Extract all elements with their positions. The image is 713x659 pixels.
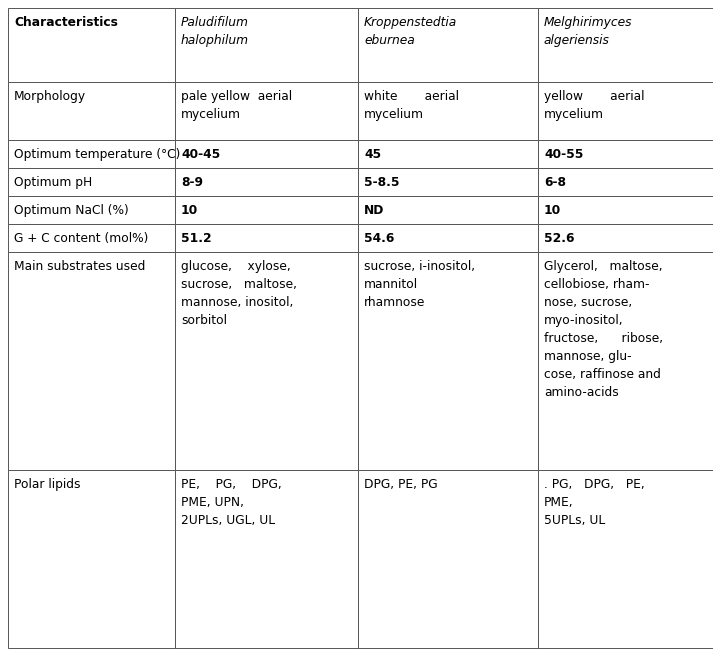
Bar: [538, 196, 713, 224]
Bar: [538, 470, 713, 648]
Text: Polar lipids: Polar lipids: [14, 478, 81, 491]
Text: pale yellow  aerial
mycelium: pale yellow aerial mycelium: [181, 90, 292, 121]
Text: 5-8.5: 5-8.5: [364, 176, 399, 189]
Bar: [175, 82, 358, 140]
Bar: [175, 470, 358, 648]
Text: Kroppenstedtia
eburnea: Kroppenstedtia eburnea: [364, 16, 457, 47]
Text: Glycerol,   maltose,
cellobiose, rham-
nose, sucrose,
myo-inositol,
fructose,   : Glycerol, maltose, cellobiose, rham- nos…: [544, 260, 663, 399]
Bar: [538, 252, 713, 470]
Bar: [175, 224, 358, 252]
Text: 52.6: 52.6: [544, 232, 575, 245]
Text: 10: 10: [544, 204, 561, 217]
Bar: [175, 168, 358, 196]
Text: white       aerial
mycelium: white aerial mycelium: [364, 90, 459, 121]
Bar: [8, 252, 175, 470]
Bar: [358, 140, 538, 168]
Text: 54.6: 54.6: [364, 232, 394, 245]
Text: Melghirimyces
algeriensis: Melghirimyces algeriensis: [544, 16, 632, 47]
Bar: [8, 470, 175, 648]
Bar: [175, 196, 358, 224]
Text: Optimum NaCl (%): Optimum NaCl (%): [14, 204, 129, 217]
Text: yellow       aerial
mycelium: yellow aerial mycelium: [544, 90, 645, 121]
Bar: [175, 140, 358, 168]
Text: Paludifilum
halophilum: Paludifilum halophilum: [181, 16, 249, 47]
Text: sucrose, i-inositol,
mannitol
rhamnose: sucrose, i-inositol, mannitol rhamnose: [364, 260, 475, 309]
Bar: [538, 140, 713, 168]
Bar: [538, 8, 713, 82]
Text: Main substrates used: Main substrates used: [14, 260, 145, 273]
Text: Optimum pH: Optimum pH: [14, 176, 92, 189]
Bar: [8, 196, 175, 224]
Text: 10: 10: [181, 204, 198, 217]
Bar: [358, 252, 538, 470]
Bar: [8, 224, 175, 252]
Bar: [358, 82, 538, 140]
Bar: [358, 470, 538, 648]
Text: 6-8: 6-8: [544, 176, 566, 189]
Text: ND: ND: [364, 204, 384, 217]
Text: Optimum temperature (°C): Optimum temperature (°C): [14, 148, 180, 161]
Bar: [358, 8, 538, 82]
Text: glucose,    xylose,
sucrose,   maltose,
mannose, inositol,
sorbitol: glucose, xylose, sucrose, maltose, manno…: [181, 260, 297, 327]
Text: 40-45: 40-45: [181, 148, 220, 161]
Bar: [358, 196, 538, 224]
Text: DPG, PE, PG: DPG, PE, PG: [364, 478, 438, 491]
Text: 45: 45: [364, 148, 381, 161]
Bar: [175, 252, 358, 470]
Bar: [358, 168, 538, 196]
Bar: [8, 8, 175, 82]
Text: 40-55: 40-55: [544, 148, 583, 161]
Text: 8-9: 8-9: [181, 176, 203, 189]
Text: G + C content (mol%): G + C content (mol%): [14, 232, 148, 245]
Bar: [8, 168, 175, 196]
Bar: [538, 82, 713, 140]
Text: 51.2: 51.2: [181, 232, 212, 245]
Text: PE,    PG,    DPG,
PME, UPN,
2UPLs, UGL, UL: PE, PG, DPG, PME, UPN, 2UPLs, UGL, UL: [181, 478, 282, 527]
Bar: [175, 8, 358, 82]
Bar: [358, 224, 538, 252]
Text: Morphology: Morphology: [14, 90, 86, 103]
Bar: [8, 140, 175, 168]
Text: . PG,   DPG,   PE,
PME,
5UPLs, UL: . PG, DPG, PE, PME, 5UPLs, UL: [544, 478, 645, 527]
Bar: [538, 224, 713, 252]
Text: Characteristics: Characteristics: [14, 16, 118, 29]
Bar: [8, 82, 175, 140]
Bar: [538, 168, 713, 196]
